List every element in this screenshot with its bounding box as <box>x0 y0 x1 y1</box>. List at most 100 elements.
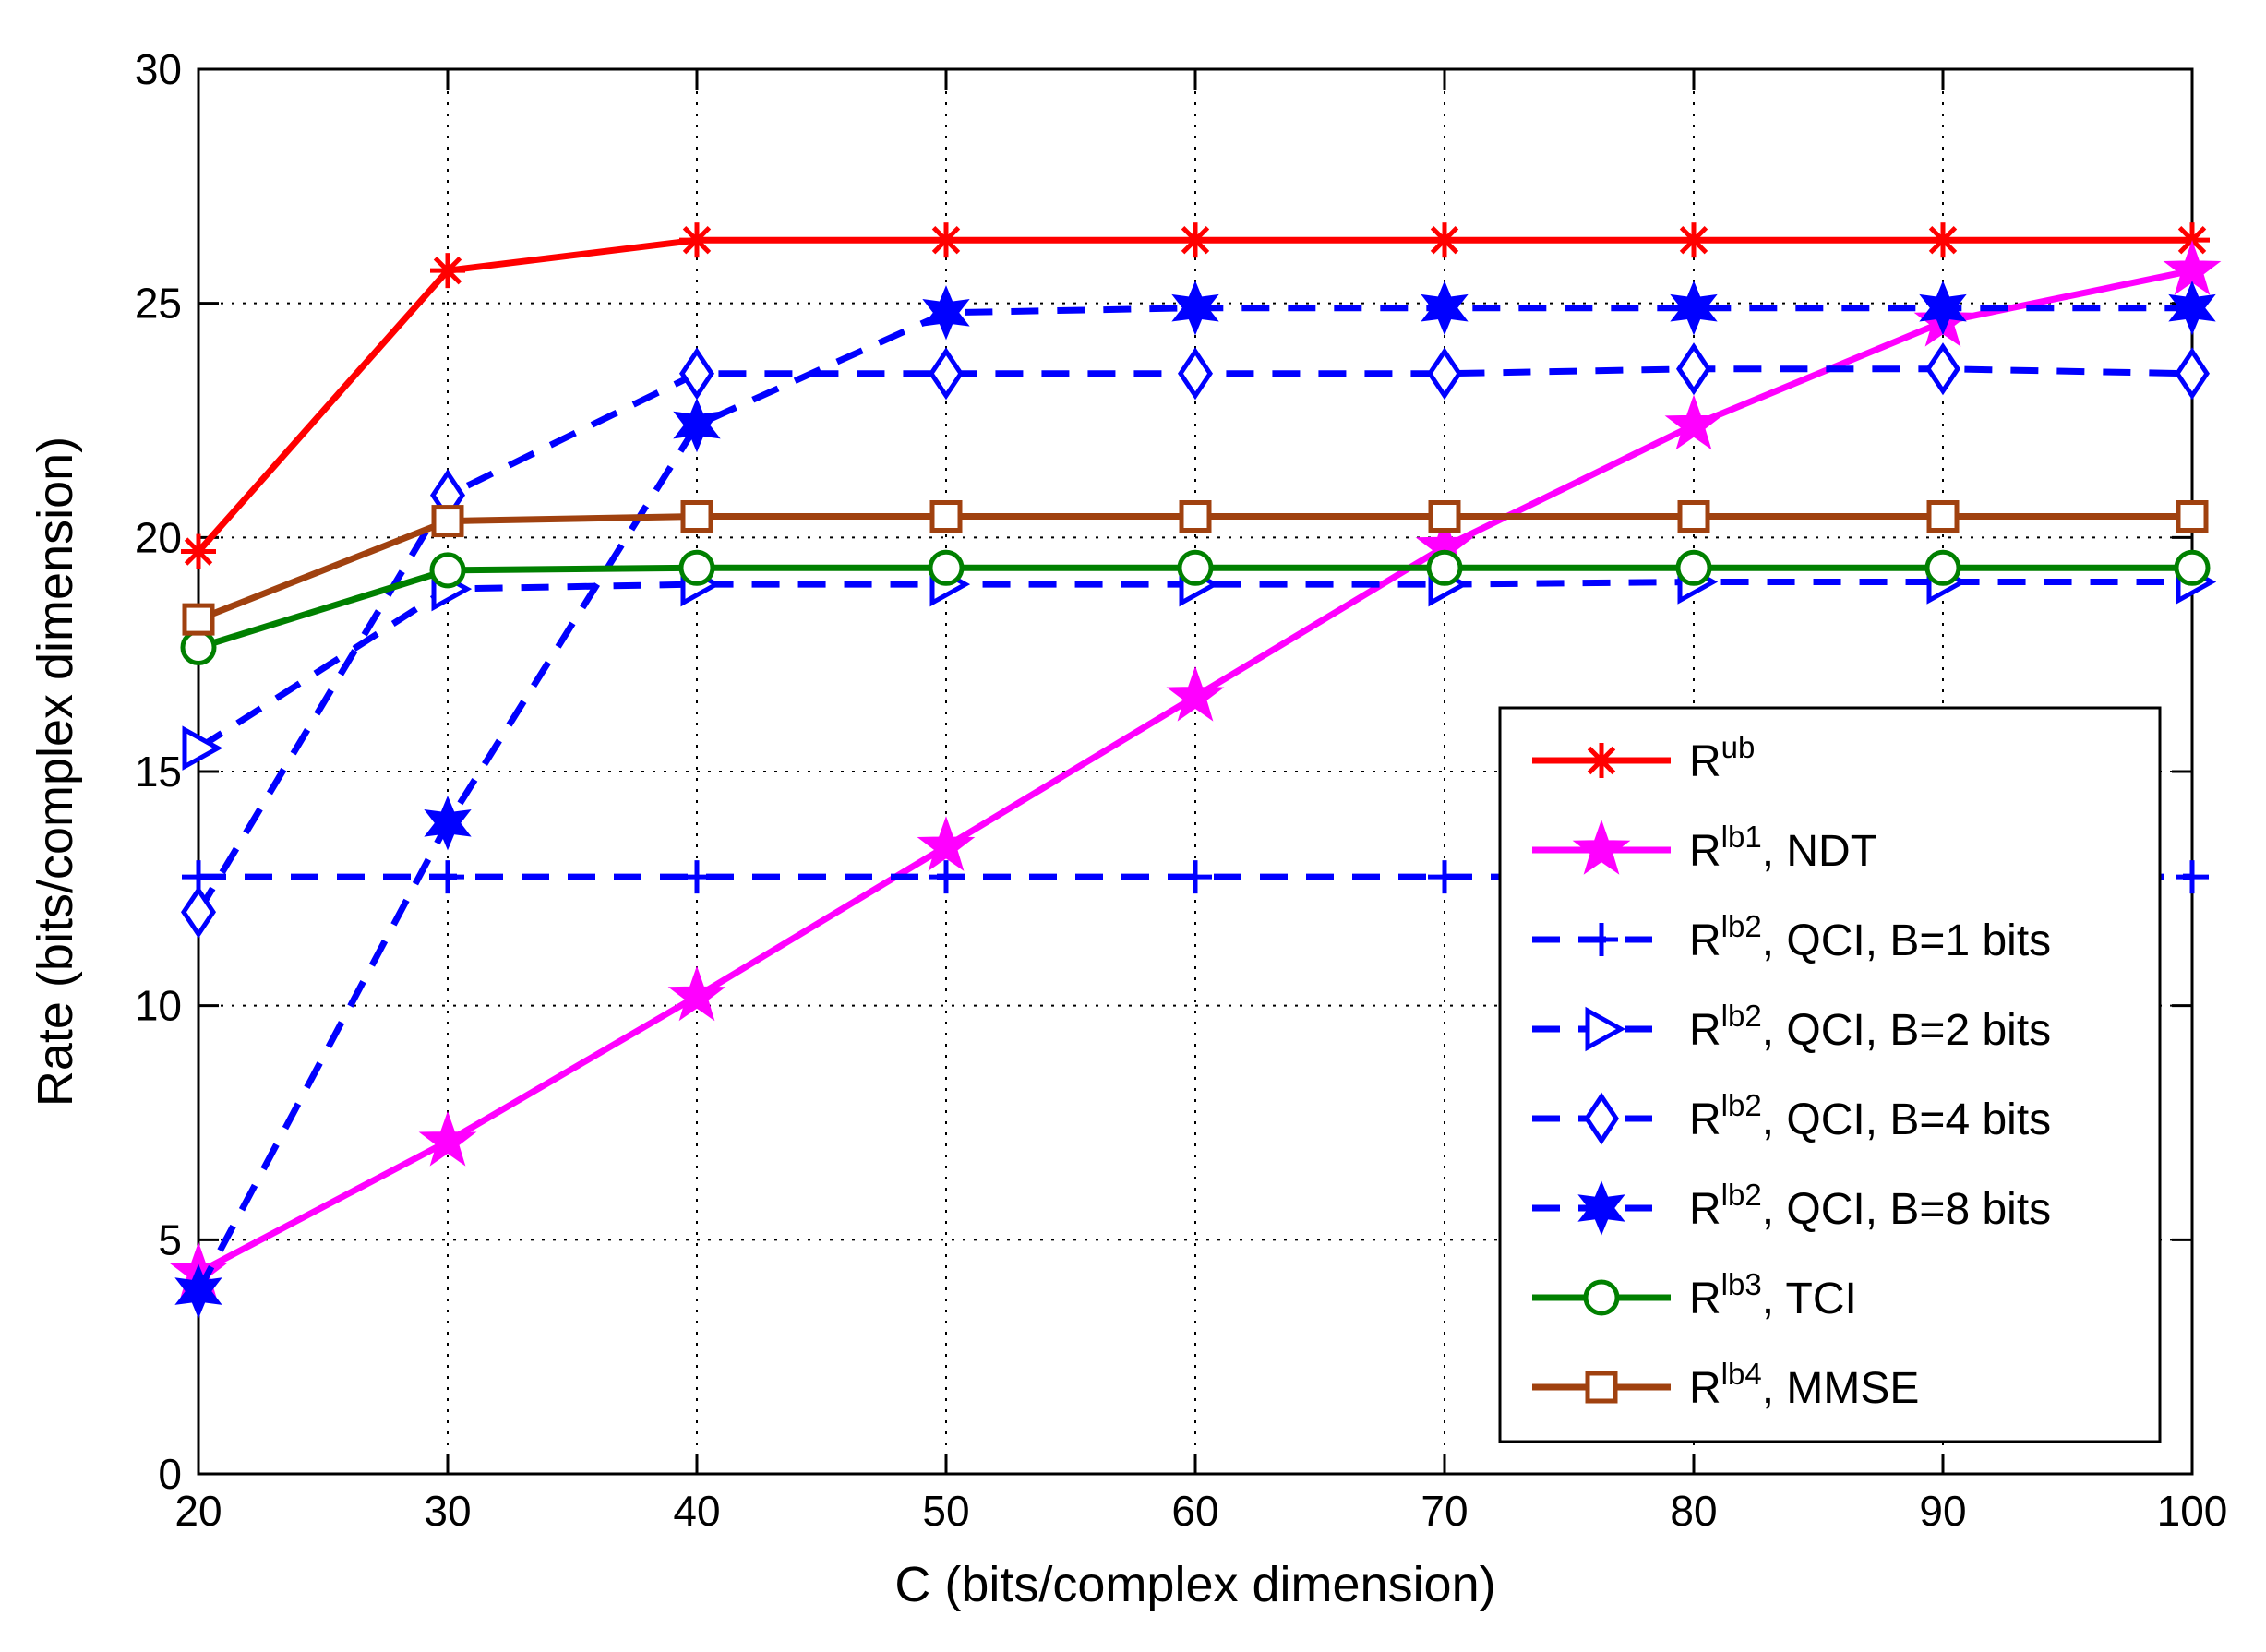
legend-label-sup: lb3 <box>1721 1267 1762 1301</box>
data-point <box>1925 222 1960 258</box>
data-point <box>1664 394 1723 450</box>
hexagram-marker <box>1171 281 1219 336</box>
y-tick-label: 10 <box>135 982 182 1030</box>
asterisk-marker-stroke <box>1679 225 1708 255</box>
square-marker <box>182 603 215 636</box>
legend-label: Rlb2, QCI, B=8 bits <box>1689 1178 2051 1234</box>
data-point <box>182 603 215 636</box>
pentagram-marker <box>1166 665 1225 722</box>
legend-entry: Rub <box>1532 730 1755 786</box>
circle-marker <box>928 549 965 586</box>
data-point <box>1426 347 1463 401</box>
y-tick-label: 5 <box>158 1215 182 1263</box>
square-marker <box>1179 500 1212 533</box>
y-tick-label: 15 <box>135 748 182 796</box>
legend-label: Rub <box>1689 730 1755 786</box>
data-point <box>418 1110 477 1167</box>
diamond-marker <box>1177 347 1214 401</box>
x-tick-label: 80 <box>1670 1487 1717 1535</box>
data-point <box>181 533 216 569</box>
circle-marker <box>2174 549 2211 586</box>
series-6 <box>174 281 2216 1319</box>
legend-entry: Rlb2, QCI, B=4 bits <box>1532 1088 2051 1145</box>
square-marker <box>680 500 713 533</box>
data-point <box>2176 860 2209 894</box>
hexagram-marker <box>922 285 970 341</box>
square-marker <box>1677 500 1710 533</box>
diamond-marker <box>2174 347 2211 401</box>
data-point <box>679 222 714 258</box>
hexagram-marker <box>1670 281 1718 336</box>
square-marker <box>431 505 464 538</box>
legend-label-base: R <box>1689 1095 1721 1144</box>
data-point <box>1676 222 1711 258</box>
circle-marker <box>1177 549 1214 586</box>
legend-label-sup: lb2 <box>1721 1178 1762 1212</box>
circle-marker <box>1426 549 1463 586</box>
legend-label-sup: lb1 <box>1721 820 1762 854</box>
square-marker <box>1428 500 1461 533</box>
legend-label-suffix: , QCI, B=2 bits <box>1762 1006 2051 1055</box>
legend-label-base: R <box>1689 1185 1721 1234</box>
y-axis-label: Rate (bits/complex dimension) <box>28 437 83 1107</box>
data-point <box>1421 281 1469 336</box>
legend-label-sup: lb4 <box>1721 1357 1762 1391</box>
legend-label: Rlb2, QCI, B=4 bits <box>1689 1088 2051 1144</box>
legend-label-base: R <box>1689 1275 1721 1323</box>
data-point <box>680 500 713 533</box>
data-point <box>929 222 964 258</box>
legend-label: Rlb2, QCI, B=1 bits <box>1689 909 2051 965</box>
legend-label-base: R <box>1689 916 1721 965</box>
data-point <box>180 885 217 939</box>
legend-label-sup: ub <box>1721 730 1756 764</box>
diamond-marker <box>1675 342 1712 396</box>
hexagram-marker <box>424 796 472 851</box>
data-point <box>1926 500 1960 533</box>
data-point <box>678 549 715 586</box>
data-point <box>1166 665 1225 722</box>
pentagram-marker <box>917 816 976 871</box>
data-point <box>929 500 963 533</box>
pentagram-marker <box>1572 819 1631 875</box>
x-tick-label: 60 <box>1171 1487 1218 1535</box>
pentagram-marker <box>667 965 726 1022</box>
y-tick-label: 0 <box>158 1450 182 1498</box>
legend-label-base: R <box>1689 1006 1721 1055</box>
x-tick-label: 100 <box>2157 1487 2228 1535</box>
series-5 <box>180 342 2211 939</box>
hexagram-marker <box>673 397 721 453</box>
data-point <box>1924 549 1961 586</box>
pentagram-marker <box>418 1110 477 1167</box>
legend-label-suffix: , NDT <box>1762 827 1877 876</box>
data-point <box>929 860 963 894</box>
data-point <box>673 397 721 453</box>
data-point <box>1428 860 1461 894</box>
circle-marker <box>180 629 217 666</box>
legend-label-suffix: , QCI, B=8 bits <box>1762 1185 2051 1234</box>
data-point <box>678 347 715 401</box>
data-point <box>922 285 970 341</box>
x-tick-label: 40 <box>673 1487 720 1535</box>
diamond-marker <box>928 347 965 401</box>
legend-label-base: R <box>1689 737 1721 786</box>
data-point <box>1177 549 1214 586</box>
square-marker <box>1926 500 1960 533</box>
legend-label-sup: lb2 <box>1721 999 1762 1033</box>
data-point <box>429 552 466 589</box>
series-2 <box>169 240 2222 1298</box>
x-tick-label: 20 <box>174 1487 222 1535</box>
diamond-marker <box>1583 1092 1620 1145</box>
series-7 <box>180 549 2211 666</box>
axis-ticks: 20 30 40 50 60 70 80 90 100 0 5 10 15 20 25 30 <box>135 45 2228 1535</box>
legend-label-base: R <box>1689 827 1721 876</box>
hexagram-marker <box>1577 1180 1625 1236</box>
legend-label-suffix: , TCI <box>1762 1275 1857 1323</box>
data-point <box>680 860 713 894</box>
square-marker <box>1585 1371 1618 1404</box>
data-point <box>1426 549 1463 586</box>
data-point <box>174 1263 222 1319</box>
diamond-marker <box>1924 342 1961 396</box>
data-point <box>182 725 223 771</box>
